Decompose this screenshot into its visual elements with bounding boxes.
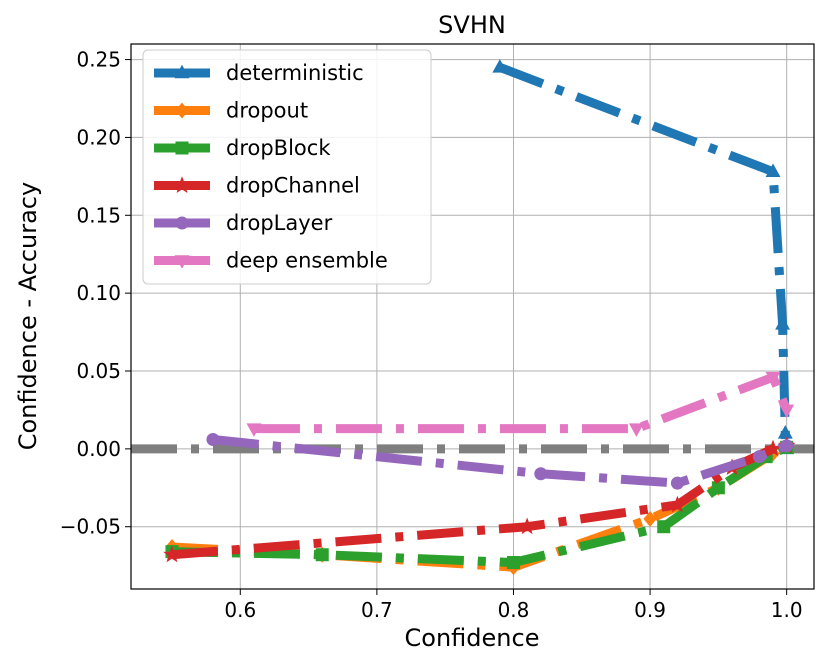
legend-item: dropLayer — [154, 211, 333, 235]
series-line — [253, 372, 791, 434]
legend-marker — [173, 176, 191, 193]
data-point — [163, 545, 181, 563]
y-tick-label: 0.10 — [76, 281, 121, 305]
legend-item: deterministic — [154, 61, 364, 85]
data-point — [315, 548, 329, 562]
data-point — [657, 520, 671, 534]
x-axis-label: Confidence — [405, 624, 540, 652]
x-tick-label: 0.6 — [224, 598, 256, 622]
x-tick-label: 1.0 — [771, 598, 803, 622]
x-tick-label: 0.8 — [498, 598, 530, 622]
series-dropChannel — [163, 436, 796, 563]
legend-item: dropBlock — [154, 136, 331, 160]
chart-title: SVHN — [438, 11, 506, 39]
x-tick-label: 0.9 — [634, 598, 666, 622]
legend-marker — [174, 255, 190, 269]
y-tick-label: −0.05 — [60, 515, 121, 539]
series-dropLayer — [206, 433, 794, 490]
axis-ticks: 0.6 0.7 0.8 0.9 1.0 −0.05 0.00 0.05 0.10 0.15 0.20… — [60, 48, 803, 622]
y-tick-label: 0.20 — [76, 125, 121, 149]
legend-item: dropout — [154, 99, 308, 123]
legend-marker — [174, 64, 190, 79]
legend: deterministic dropout dropBlock dropChannel… — [142, 49, 432, 285]
legend-label: deterministic — [226, 61, 364, 85]
legend-item: deep ensemble — [154, 249, 388, 273]
y-tick-label: 0.05 — [76, 359, 121, 383]
data-point — [779, 404, 795, 419]
y-tick-label: 0.00 — [76, 437, 121, 461]
data-point — [711, 481, 725, 495]
data-point — [775, 316, 791, 330]
data-point — [628, 423, 644, 437]
data-point — [506, 556, 520, 570]
data-point — [752, 450, 766, 464]
legend-marker — [175, 141, 189, 155]
legend-label: dropout — [226, 99, 308, 123]
data-point — [518, 517, 536, 535]
data-point — [765, 163, 781, 177]
series-deterministic — [492, 59, 795, 455]
data-point — [765, 371, 781, 386]
data-point — [206, 433, 220, 447]
plot-frame — [130, 43, 815, 590]
legend-label: dropChannel — [226, 174, 360, 198]
legend-label: dropBlock — [226, 136, 331, 160]
data-point — [492, 59, 508, 73]
y-tick-label: 0.15 — [76, 203, 121, 227]
data-point — [780, 439, 794, 453]
data-point — [668, 495, 687, 513]
data-point — [670, 476, 684, 490]
y-tick-label: 0.25 — [76, 48, 121, 72]
legend-box — [142, 49, 432, 285]
legend-label: dropLayer — [226, 211, 333, 235]
data-point — [777, 425, 793, 439]
data-point — [643, 510, 657, 527]
legend-marker — [175, 102, 189, 119]
legend-marker — [175, 216, 189, 230]
series-deep-ensemble — [246, 371, 795, 437]
plot-area — [131, 59, 814, 576]
y-axis-label: Confidence - Accuracy — [14, 182, 42, 450]
x-tick-label: 0.7 — [361, 598, 393, 622]
legend-label: deep ensemble — [226, 249, 388, 273]
legend-item: dropChannel — [154, 174, 360, 198]
data-point — [534, 467, 548, 481]
data-point — [246, 423, 262, 437]
